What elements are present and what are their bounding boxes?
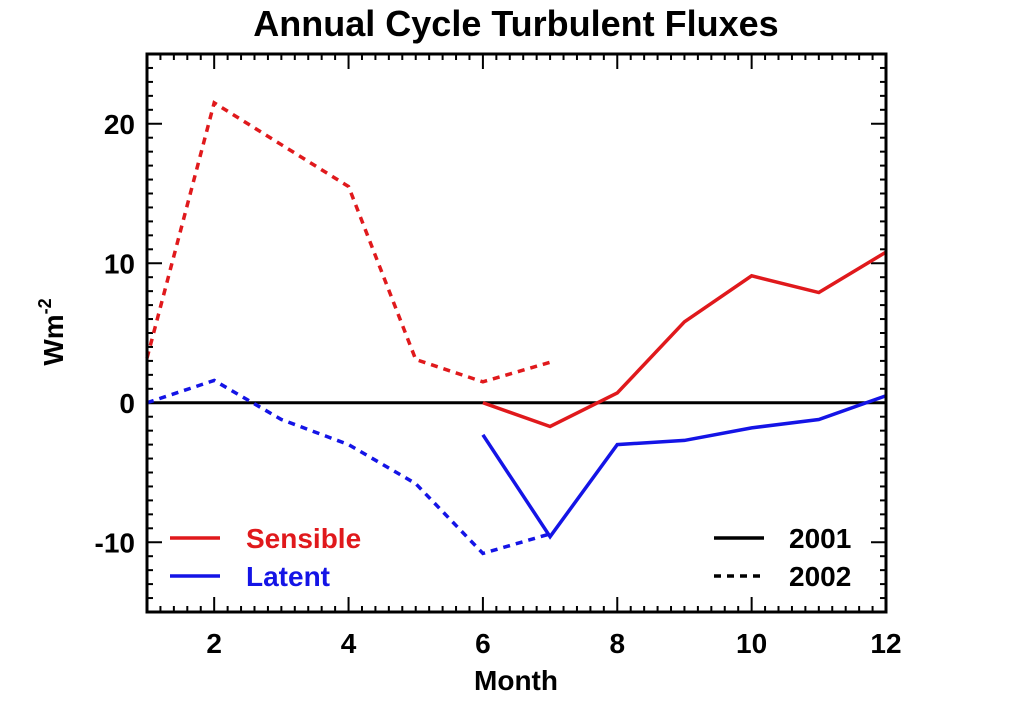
legend-label-2001: 2001 bbox=[789, 523, 851, 554]
plot-frame-layer bbox=[145, 52, 888, 614]
y-axis-label-base: Wm bbox=[38, 314, 69, 365]
legend: Sensible Latent 2001 2002 bbox=[170, 523, 851, 592]
y-tick-label: 0 bbox=[119, 388, 135, 419]
tick-labels-layer: 2 4 6 8 10 12 -10 0 10 20 bbox=[95, 109, 902, 659]
x-tick-label: 6 bbox=[475, 628, 491, 659]
x-tick-label: 2 bbox=[206, 628, 222, 659]
y-tick-label: 20 bbox=[104, 109, 135, 140]
legend-label-2002: 2002 bbox=[789, 561, 851, 592]
plot-frame bbox=[145, 52, 888, 614]
legend-label-latent: Latent bbox=[246, 561, 330, 592]
y-tick-label: -10 bbox=[95, 527, 135, 558]
series-layer bbox=[145, 100, 887, 556]
series-line-latent-2001 bbox=[481, 394, 887, 540]
x-tick-label: 4 bbox=[341, 628, 357, 659]
series-line-latent-2002 bbox=[146, 378, 551, 556]
x-tick-label: 12 bbox=[870, 628, 901, 659]
y-axis-label-superscript: -2 bbox=[35, 298, 55, 314]
y-axis-label: Wm-2 bbox=[35, 298, 69, 365]
series-line-sensible-2001 bbox=[482, 250, 887, 429]
series-line-sensible-2002 bbox=[145, 100, 551, 384]
x-tick-label: 10 bbox=[736, 628, 767, 659]
x-axis-label: Month bbox=[474, 665, 558, 696]
chart-title: Annual Cycle Turbulent Fluxes bbox=[253, 3, 778, 44]
y-tick-label: 10 bbox=[104, 248, 135, 279]
x-tick-label: 8 bbox=[609, 628, 625, 659]
legend-label-sensible: Sensible bbox=[246, 523, 361, 554]
